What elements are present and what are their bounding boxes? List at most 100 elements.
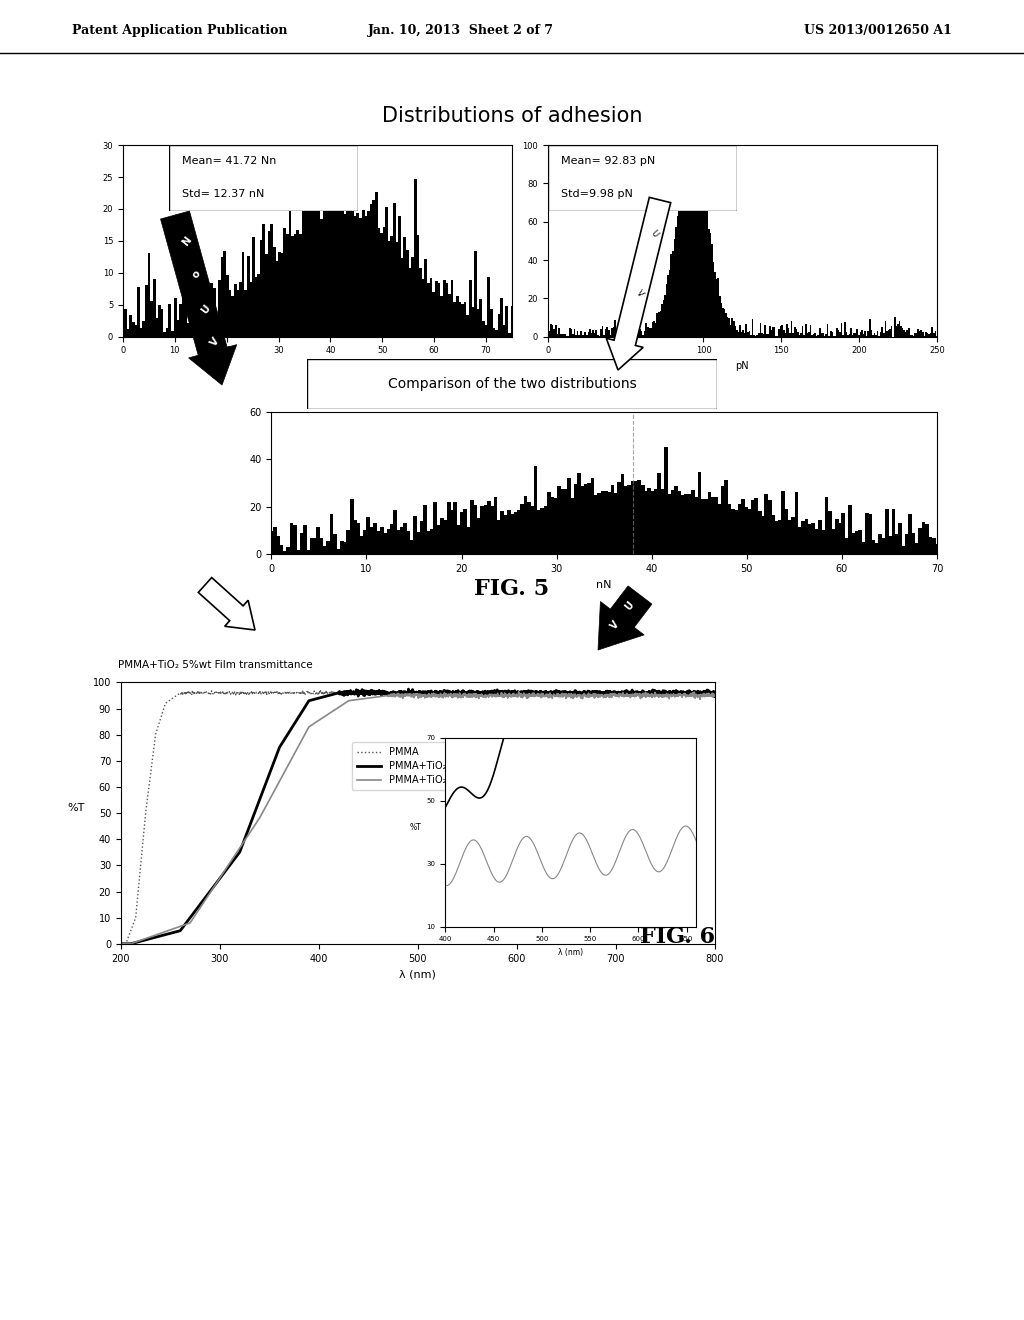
Bar <box>273 247 275 337</box>
Bar <box>638 334 639 337</box>
Bar <box>653 322 655 337</box>
Bar <box>891 326 893 337</box>
Bar <box>714 272 716 337</box>
Bar <box>842 513 845 554</box>
Bar <box>336 195 339 337</box>
Bar <box>417 532 421 554</box>
Bar <box>861 541 865 554</box>
Bar <box>280 545 284 554</box>
Bar <box>390 236 393 337</box>
Bar <box>330 515 334 554</box>
Bar <box>151 301 153 337</box>
Bar <box>642 335 644 337</box>
Bar <box>858 335 860 337</box>
Bar <box>373 523 377 554</box>
Bar <box>822 333 823 337</box>
Bar <box>641 331 642 337</box>
Bar <box>828 511 831 554</box>
Bar <box>436 525 440 554</box>
Bar <box>708 228 710 337</box>
Bar <box>922 521 926 554</box>
Bar <box>725 313 727 337</box>
Bar <box>758 511 762 554</box>
Bar <box>797 333 799 337</box>
Bar <box>388 240 391 337</box>
Bar <box>191 304 195 337</box>
Bar <box>403 238 407 337</box>
Bar <box>122 313 124 337</box>
Bar <box>847 335 849 337</box>
Bar <box>547 492 551 554</box>
Bar <box>564 334 566 337</box>
Bar <box>501 511 504 554</box>
Bar <box>343 541 347 554</box>
Bar <box>554 498 557 554</box>
Y-axis label: %T: %T <box>410 824 422 833</box>
Bar <box>427 531 430 554</box>
Bar <box>868 515 872 554</box>
Bar <box>340 541 343 554</box>
Bar <box>272 527 276 554</box>
Bar <box>326 187 328 337</box>
Bar <box>490 506 494 554</box>
Bar <box>906 330 908 337</box>
Bar <box>390 524 393 554</box>
PMMA <box>388 685 400 701</box>
Bar <box>213 288 216 337</box>
Bar <box>749 331 751 337</box>
Bar <box>494 498 498 554</box>
Bar <box>309 206 312 337</box>
Bar <box>606 327 608 337</box>
Bar <box>354 216 356 337</box>
Bar <box>697 161 698 337</box>
Legend: PMMA, PMMA+TiO₂ irradiated solution, PMMA+TiO₂: PMMA, PMMA+TiO₂ irradiated solution, PMM… <box>352 742 544 789</box>
Bar <box>617 334 620 337</box>
Bar <box>861 330 863 337</box>
Bar <box>356 523 360 554</box>
Bar <box>743 333 745 337</box>
Bar <box>137 286 140 337</box>
Bar <box>400 257 403 337</box>
Bar <box>129 314 132 337</box>
Bar <box>171 331 174 337</box>
Bar <box>153 280 156 337</box>
Bar <box>800 333 802 337</box>
Bar <box>678 190 680 337</box>
Bar <box>624 322 626 337</box>
Bar <box>244 290 247 337</box>
Bar <box>594 333 596 337</box>
Bar <box>897 323 899 337</box>
Bar <box>226 275 228 337</box>
Bar <box>447 293 451 337</box>
Bar <box>560 490 564 554</box>
Bar <box>477 519 480 554</box>
Bar <box>489 309 493 337</box>
Bar <box>351 206 354 337</box>
Bar <box>713 261 715 337</box>
Bar <box>419 268 422 337</box>
Bar <box>689 148 691 337</box>
Bar <box>483 506 487 554</box>
Bar <box>356 213 359 337</box>
Text: PMMA+TiO₂ 5%wt Film transmittance: PMMA+TiO₂ 5%wt Film transmittance <box>118 660 312 669</box>
Bar <box>925 524 929 554</box>
Bar <box>805 519 808 554</box>
Bar <box>346 211 349 337</box>
PMMA+TiO₂ <box>403 686 416 702</box>
Bar <box>783 330 784 337</box>
Bar <box>284 227 287 337</box>
Text: V: V <box>209 337 221 348</box>
Bar <box>370 527 374 554</box>
Bar <box>580 331 582 337</box>
Bar <box>300 533 303 554</box>
Bar <box>651 491 654 554</box>
Bar <box>317 206 321 337</box>
Bar <box>527 502 530 554</box>
Bar <box>480 507 484 554</box>
Bar <box>877 331 879 337</box>
Bar <box>124 309 127 337</box>
Line: PMMA+TiO₂ irradiated solution: PMMA+TiO₂ irradiated solution <box>121 689 715 944</box>
Bar <box>231 296 234 337</box>
Bar <box>430 277 432 337</box>
Bar <box>147 253 151 337</box>
